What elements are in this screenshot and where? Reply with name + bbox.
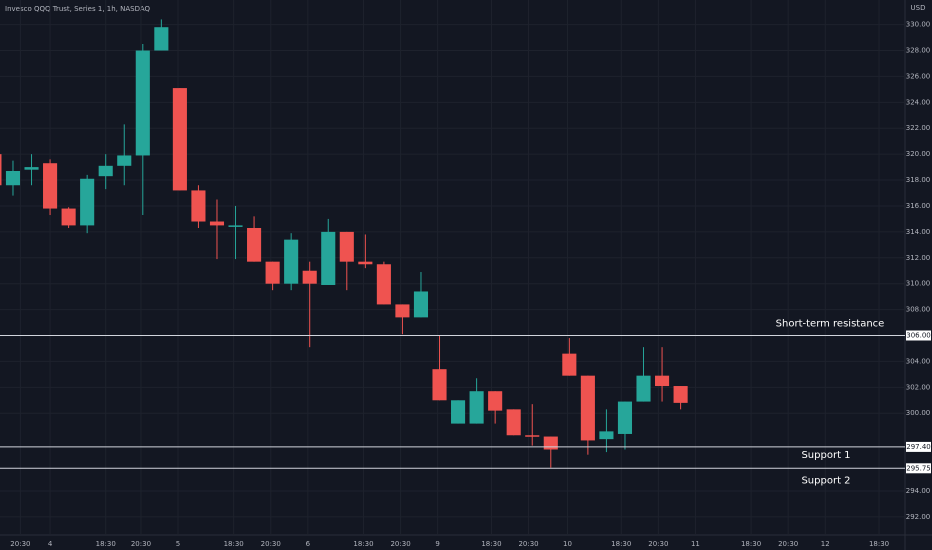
x-tick-label: 12 — [821, 540, 830, 548]
x-tick-label: 6 — [306, 540, 311, 548]
candle-body — [376, 264, 391, 305]
candle-body — [247, 227, 262, 262]
candle-body — [265, 261, 280, 284]
candle-body — [172, 88, 187, 191]
candle-body — [451, 400, 466, 424]
candle-body — [0, 154, 2, 186]
candle-body — [98, 165, 113, 177]
y-tick-label: 318.00 — [906, 176, 931, 184]
candle-body — [24, 167, 39, 170]
x-tick-label: 20:30 — [778, 540, 798, 548]
candle-body — [395, 304, 410, 318]
candle-body — [506, 409, 521, 436]
level-label: 295.75 — [906, 464, 931, 472]
candle-body — [636, 375, 651, 402]
x-tick-label: 18:30 — [96, 540, 116, 548]
candle-body — [599, 431, 614, 440]
candle-body — [191, 190, 206, 222]
y-tick-label: 314.00 — [906, 228, 931, 236]
x-tick-label: 18:30 — [353, 540, 373, 548]
candle-body — [339, 231, 354, 262]
candle-body — [525, 435, 540, 437]
level-annotation: Support 1 — [801, 450, 850, 461]
y-tick-label: 328.00 — [906, 47, 931, 55]
y-tick-label: 292.00 — [906, 513, 931, 521]
x-tick-label: 20:30 — [10, 540, 30, 548]
candle-body — [154, 27, 169, 51]
candle-body — [117, 155, 132, 166]
x-tick-label: 9 — [435, 540, 439, 548]
x-tick-label: 18:30 — [481, 540, 501, 548]
candle-body — [617, 401, 633, 434]
x-tick-label: 11 — [691, 540, 700, 548]
x-tick-label: 18:30 — [611, 540, 631, 548]
candle-body — [284, 239, 299, 284]
level-annotation: Support 2 — [801, 475, 850, 486]
x-tick-label: 20:30 — [131, 540, 151, 548]
candle-body — [228, 225, 243, 227]
candle-body — [543, 436, 558, 450]
level-label: 306.00 — [906, 332, 931, 340]
y-tick-label: 300.00 — [906, 409, 931, 417]
x-tick-label: 18:30 — [741, 540, 761, 548]
y-tick-label: 316.00 — [906, 202, 931, 210]
currency: USD — [911, 4, 926, 12]
y-tick-label: 330.00 — [906, 21, 931, 29]
x-tick-label: 20:30 — [648, 540, 668, 548]
level-label-box — [906, 441, 931, 452]
level-label-box — [906, 330, 931, 341]
candle-body — [488, 391, 503, 411]
x-tick-label: 20:30 — [261, 540, 281, 548]
x-tick-label: 20:30 — [518, 540, 538, 548]
candle-body — [673, 386, 688, 403]
candle-body — [655, 375, 670, 387]
y-tick-label: 326.00 — [906, 72, 931, 80]
candle-body — [358, 261, 373, 265]
candle-body — [302, 270, 317, 284]
y-tick-label: 322.00 — [906, 124, 931, 132]
candle-body — [413, 291, 429, 318]
candle-body — [5, 170, 21, 186]
y-tick-label: 302.00 — [906, 383, 931, 391]
level-label: 297.40 — [906, 443, 931, 451]
candle-body — [580, 375, 595, 441]
candle-body — [321, 231, 336, 285]
level-annotation: Short-term resistance — [776, 319, 885, 330]
y-tick-label: 312.00 — [906, 254, 931, 262]
candle-body — [80, 178, 95, 226]
y-tick-label: 324.00 — [906, 98, 931, 106]
candle-body — [562, 353, 577, 376]
candle-body — [209, 221, 225, 226]
x-tick-label: 5 — [176, 540, 180, 548]
chart-title: Invesco QQQ Trust, Series 1, 1h, NASDAQ — [5, 5, 151, 13]
candle-body — [43, 163, 58, 209]
level-label-box — [906, 463, 931, 474]
y-tick-label: 320.00 — [906, 150, 931, 158]
x-tick-label: 4 — [48, 540, 53, 548]
x-tick-label: 10 — [563, 540, 572, 548]
x-tick-label: 20:30 — [390, 540, 410, 548]
x-tick-label: 18:30 — [869, 540, 889, 548]
candle-body — [469, 391, 484, 424]
x-tick-label: 18:30 — [224, 540, 244, 548]
y-tick-label: 304.00 — [906, 357, 931, 365]
candle-body — [135, 50, 150, 156]
y-tick-label: 308.00 — [906, 306, 931, 314]
candle-body — [432, 369, 447, 401]
y-tick-label: 294.00 — [906, 487, 931, 495]
candle-body — [61, 208, 76, 226]
y-tick-label: 310.00 — [906, 280, 931, 288]
